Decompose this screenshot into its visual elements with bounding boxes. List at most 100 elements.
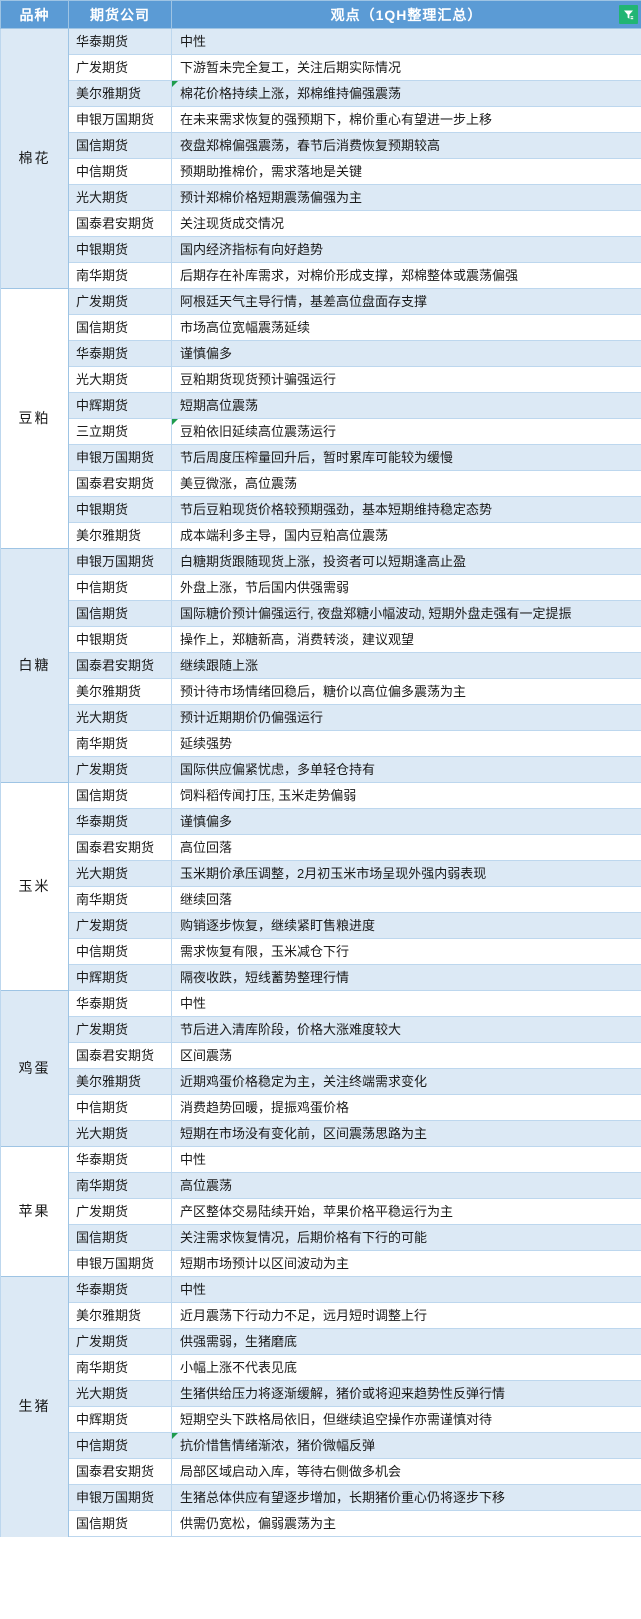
view-cell[interactable]: 区间震荡 (171, 1042, 641, 1069)
view-cell[interactable]: 棉花价格持续上涨，郑棉维持偏强震荡 (171, 80, 641, 107)
view-cell[interactable]: 产区整体交易陆续开始，苹果价格平稳运行为主 (171, 1198, 641, 1225)
view-cell[interactable]: 中性 (171, 990, 641, 1017)
category-cell[interactable]: 苹果 (0, 1146, 69, 1277)
company-cell[interactable]: 中银期货 (68, 236, 172, 263)
company-cell[interactable]: 光大期货 (68, 860, 172, 887)
company-cell[interactable]: 广发期货 (68, 756, 172, 783)
company-cell[interactable]: 南华期货 (68, 1354, 172, 1381)
view-cell[interactable]: 成本端利多主导，国内豆粕高位震荡 (171, 522, 641, 549)
company-cell[interactable]: 美尔雅期货 (68, 678, 172, 705)
view-cell[interactable]: 中性 (171, 1146, 641, 1173)
company-cell[interactable]: 光大期货 (68, 1380, 172, 1407)
view-cell[interactable]: 后期存在补库需求，对棉价形成支撑，郑棉整体或震荡偏强 (171, 262, 641, 289)
view-cell[interactable]: 国内经济指标有向好趋势 (171, 236, 641, 263)
company-cell[interactable]: 中银期货 (68, 626, 172, 653)
view-cell[interactable]: 关注需求恢复情况，后期价格有下行的可能 (171, 1224, 641, 1251)
company-cell[interactable]: 南华期货 (68, 262, 172, 289)
view-cell[interactable]: 市场高位宽幅震荡延续 (171, 314, 641, 341)
view-cell[interactable]: 预期助推棉价，需求落地是关键 (171, 158, 641, 185)
company-cell[interactable]: 国泰君安期货 (68, 470, 172, 497)
view-cell[interactable]: 阿根廷天气主导行情，基差高位盘面存支撑 (171, 288, 641, 315)
company-cell[interactable]: 国泰君安期货 (68, 1458, 172, 1485)
category-cell[interactable]: 白糖 (0, 548, 69, 783)
view-cell[interactable]: 继续回落 (171, 886, 641, 913)
company-cell[interactable]: 中信期货 (68, 574, 172, 601)
category-cell[interactable]: 豆粕 (0, 288, 69, 549)
company-cell[interactable]: 南华期货 (68, 730, 172, 757)
view-cell[interactable]: 延续强势 (171, 730, 641, 757)
company-cell[interactable]: 南华期货 (68, 886, 172, 913)
view-cell[interactable]: 豆粕依旧延续高位震荡运行 (171, 418, 641, 445)
view-cell[interactable]: 白糖期货跟随现货上涨，投资者可以短期逢高止盈 (171, 548, 641, 575)
view-cell[interactable]: 预计近期期价仍偏强运行 (171, 704, 641, 731)
view-cell[interactable]: 中性 (171, 1276, 641, 1303)
view-cell[interactable]: 美豆微涨，高位震荡 (171, 470, 641, 497)
view-cell[interactable]: 高位回落 (171, 834, 641, 861)
view-cell[interactable]: 短期市场预计以区间波动为主 (171, 1250, 641, 1277)
company-cell[interactable]: 国信期货 (68, 314, 172, 341)
company-cell[interactable]: 广发期货 (68, 288, 172, 315)
company-cell[interactable]: 美尔雅期货 (68, 1068, 172, 1095)
company-cell[interactable]: 华泰期货 (68, 808, 172, 835)
view-cell[interactable]: 中性 (171, 28, 641, 55)
view-cell[interactable]: 近月震荡下行动力不足，远月短时调整上行 (171, 1302, 641, 1329)
category-cell[interactable]: 玉米 (0, 782, 69, 991)
view-cell[interactable]: 夜盘郑棉偏强震荡，春节后消费恢复预期较高 (171, 132, 641, 159)
company-cell[interactable]: 广发期货 (68, 1328, 172, 1355)
company-cell[interactable]: 中辉期货 (68, 1406, 172, 1433)
view-cell[interactable]: 节后进入清库阶段，价格大涨难度较大 (171, 1016, 641, 1043)
view-cell[interactable]: 抗价惜售情绪渐浓，猪价微幅反弹 (171, 1432, 641, 1459)
company-cell[interactable]: 国信期货 (68, 1224, 172, 1251)
company-cell[interactable]: 申银万国期货 (68, 444, 172, 471)
view-cell[interactable]: 高位震荡 (171, 1172, 641, 1199)
category-cell[interactable]: 生猪 (0, 1276, 69, 1537)
company-cell[interactable]: 国泰君安期货 (68, 834, 172, 861)
view-cell[interactable]: 供强需弱，生猪磨底 (171, 1328, 641, 1355)
column-header-company[interactable]: 期货公司 (68, 0, 172, 29)
company-cell[interactable]: 申银万国期货 (68, 1250, 172, 1277)
company-cell[interactable]: 国信期货 (68, 1510, 172, 1537)
company-cell[interactable]: 广发期货 (68, 1198, 172, 1225)
company-cell[interactable]: 国信期货 (68, 600, 172, 627)
company-cell[interactable]: 美尔雅期货 (68, 522, 172, 549)
view-cell[interactable]: 预计郑棉价格短期震荡偏强为主 (171, 184, 641, 211)
view-cell[interactable]: 生猪总体供应有望逐步增加，长期猪价重心仍将逐步下移 (171, 1484, 641, 1511)
view-cell[interactable]: 短期空头下跌格局依旧，但继续追空操作亦需谨慎对待 (171, 1406, 641, 1433)
view-cell[interactable]: 节后豆粕现货价格较预期强劲，基本短期维持稳定态势 (171, 496, 641, 523)
view-cell[interactable]: 需求恢复有限，玉米减仓下行 (171, 938, 641, 965)
company-cell[interactable]: 光大期货 (68, 1120, 172, 1147)
view-cell[interactable]: 国际供应偏紧忧虑，多单轻仓持有 (171, 756, 641, 783)
view-cell[interactable]: 关注现货成交情况 (171, 210, 641, 237)
category-cell[interactable]: 棉花 (0, 28, 69, 289)
company-cell[interactable]: 华泰期货 (68, 1146, 172, 1173)
view-cell[interactable]: 小幅上涨不代表见底 (171, 1354, 641, 1381)
view-cell[interactable]: 购销逐步恢复，继续紧盯售粮进度 (171, 912, 641, 939)
company-cell[interactable]: 国泰君安期货 (68, 1042, 172, 1069)
company-cell[interactable]: 光大期货 (68, 366, 172, 393)
view-cell[interactable]: 短期高位震荡 (171, 392, 641, 419)
view-cell[interactable]: 短期在市场没有变化前，区间震荡思路为主 (171, 1120, 641, 1147)
company-cell[interactable]: 广发期货 (68, 1016, 172, 1043)
company-cell[interactable]: 美尔雅期货 (68, 80, 172, 107)
company-cell[interactable]: 华泰期货 (68, 28, 172, 55)
view-cell[interactable]: 供需仍宽松，偏弱震荡为主 (171, 1510, 641, 1537)
company-cell[interactable]: 广发期货 (68, 54, 172, 81)
view-cell[interactable]: 下游暂未完全复工，关注后期实际情况 (171, 54, 641, 81)
company-cell[interactable]: 中银期货 (68, 496, 172, 523)
company-cell[interactable]: 美尔雅期货 (68, 1302, 172, 1329)
company-cell[interactable]: 华泰期货 (68, 990, 172, 1017)
company-cell[interactable]: 华泰期货 (68, 1276, 172, 1303)
company-cell[interactable]: 申银万国期货 (68, 106, 172, 133)
company-cell[interactable]: 光大期货 (68, 704, 172, 731)
view-cell[interactable]: 豆粕期货现货预计骗强运行 (171, 366, 641, 393)
view-cell[interactable]: 谨慎偏多 (171, 808, 641, 835)
company-cell[interactable]: 国信期货 (68, 132, 172, 159)
company-cell[interactable]: 申银万国期货 (68, 1484, 172, 1511)
company-cell[interactable]: 华泰期货 (68, 340, 172, 367)
view-cell[interactable]: 玉米期价承压调整，2月初玉米市场呈现外强内弱表现 (171, 860, 641, 887)
company-cell[interactable]: 中信期货 (68, 1432, 172, 1459)
view-cell[interactable]: 节后周度压榨量回升后，暂时累库可能较为缓慢 (171, 444, 641, 471)
view-cell[interactable]: 继续跟随上涨 (171, 652, 641, 679)
view-cell[interactable]: 生猪供给压力将逐渐缓解，猪价或将迎来趋势性反弹行情 (171, 1380, 641, 1407)
view-cell[interactable]: 饲料稻传闻打压, 玉米走势偏弱 (171, 782, 641, 809)
